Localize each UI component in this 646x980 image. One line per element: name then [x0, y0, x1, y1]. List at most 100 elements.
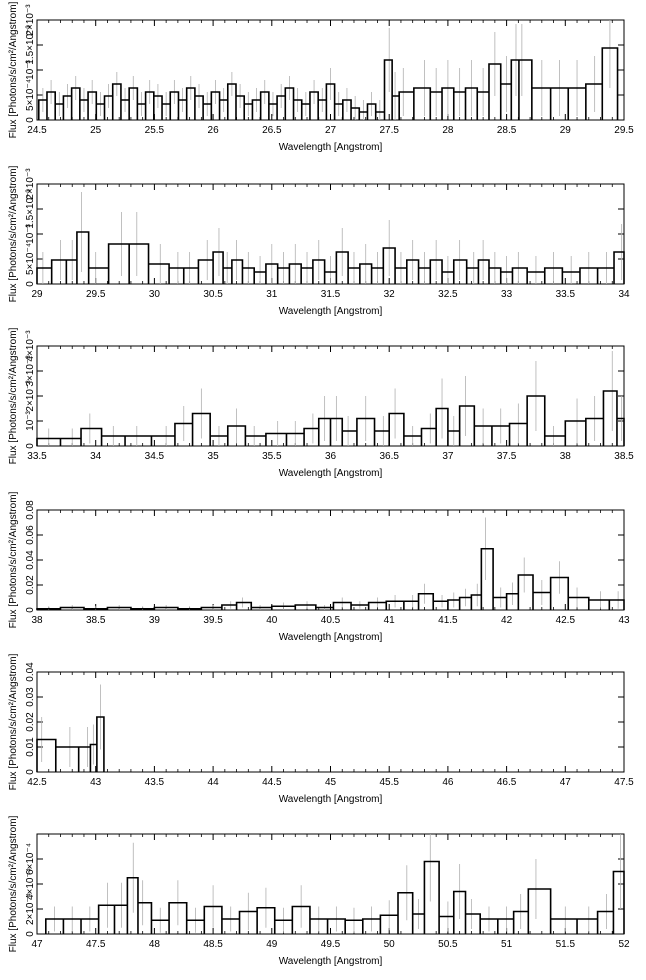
x-tick-label: 26.5 [262, 125, 282, 136]
x-tick-label: 48 [149, 939, 161, 950]
y-axis-label: Flux [Photons/s/cm²/Angstrom] [8, 491, 19, 628]
y-tick-label: 1.5×10⁻³ [25, 25, 36, 65]
y-tick-label: 0 [25, 607, 36, 613]
x-tick-label: 48.5 [203, 939, 223, 950]
x-tick-label: 28.5 [497, 125, 517, 136]
x-axis-label: Wavelength [Angstrom] [279, 142, 383, 153]
x-tick-label: 32.5 [438, 289, 458, 300]
x-tick-label: 46.5 [497, 777, 517, 788]
y-tick-label: 0 [25, 117, 36, 123]
x-tick-label: 28 [442, 125, 454, 136]
y-tick-label: 2×10⁻³ [25, 4, 36, 36]
x-tick-label: 33.5 [27, 451, 47, 462]
x-tick-label: 30.5 [203, 289, 223, 300]
x-tick-label: 30 [149, 289, 161, 300]
x-tick-label: 40.5 [321, 615, 341, 626]
x-tick-label: 38.5 [86, 615, 106, 626]
x-tick-label: 47 [560, 777, 572, 788]
x-tick-label: 31 [266, 289, 278, 300]
x-tick-label: 47.5 [614, 777, 634, 788]
y-tick-label: 2×10⁻⁴ [25, 893, 36, 925]
spectrum-panel-6: 47 47.5 48 48.5 49 49.5 50 50.5 51 51.5 52 0 2×10⁻⁴4… [8, 815, 630, 967]
x-tick-label: 39.5 [203, 615, 223, 626]
x-tick-label: 52 [618, 939, 630, 950]
x-tick-label: 50 [384, 939, 396, 950]
y-tick-label: 0 [25, 769, 36, 775]
y-tick-label: 10⁻³ [25, 59, 36, 79]
y-tick-label: 2×10⁻³ [25, 168, 36, 200]
x-tick-label: 51.5 [556, 939, 576, 950]
x-tick-label: 25 [90, 125, 102, 136]
x-tick-label: 39 [149, 615, 161, 626]
x-tick-label: 35 [208, 451, 220, 462]
spectrum-panel-3: 33.5 34 34.5 35 35.5 36 36.5 37 37.5 38 38.5 0 10⁻³2… [8, 327, 634, 479]
y-tick-label: 0.03 [25, 687, 36, 707]
x-axis-label: Wavelength [Angstrom] [279, 306, 383, 317]
y-tick-label: 0.04 [25, 662, 36, 682]
x-tick-label: 32 [384, 289, 396, 300]
y-axis-label: Flux [Photons/s/cm²/Angstrom] [8, 653, 19, 790]
x-axis-label: Wavelength [Angstrom] [279, 794, 383, 805]
x-tick-label: 43 [618, 615, 630, 626]
y-tick-label: 0 [25, 443, 36, 449]
x-tick-label: 29 [31, 289, 43, 300]
y-tick-label: 10⁻³ [25, 410, 36, 430]
x-tick-label: 29.5 [86, 289, 106, 300]
y-tick-label: 3×10⁻³ [25, 355, 36, 387]
x-tick-label: 27.5 [379, 125, 399, 136]
flux-histogram [45, 860, 625, 934]
y-tick-label: 0.06 [25, 525, 36, 545]
y-tick-label: 0 [25, 931, 36, 937]
y-tick-label: 5×10⁻⁴ [25, 243, 36, 275]
x-tick-label: 46 [442, 777, 454, 788]
x-tick-label: 49 [266, 939, 278, 950]
x-tick-label: 47.5 [86, 939, 106, 950]
plot-frame [36, 671, 625, 773]
flux-histogram [36, 716, 105, 772]
y-tick-label: 4×10⁻³ [25, 330, 36, 362]
x-tick-label: 38.5 [614, 451, 634, 462]
x-tick-label: 41.5 [438, 615, 458, 626]
x-tick-label: 34.5 [145, 451, 165, 462]
flux-histogram [36, 231, 625, 284]
x-tick-label: 49.5 [321, 939, 341, 950]
x-tick-label: 42.5 [556, 615, 576, 626]
spectrum-panel-4: 38 38.5 39 39.5 40 40.5 41 41.5 42 42.5 43 0 0.02 0.0… [8, 491, 630, 643]
x-tick-label: 47 [31, 939, 43, 950]
x-tick-label: 26 [208, 125, 220, 136]
y-tick-label: 10⁻³ [25, 223, 36, 243]
x-tick-label: 25.5 [145, 125, 165, 136]
y-tick-label: 0.08 [25, 500, 36, 520]
x-tick-label: 29.5 [614, 125, 634, 136]
spectrum-panel-1: 24.5 25 25.5 26 26.5 27 27.5 28 28.5 29 29.5 0 5×10⁻… [8, 1, 634, 153]
y-tick-label: 0.04 [25, 550, 36, 570]
y-tick-label: 1.5×10⁻³ [25, 189, 36, 229]
x-tick-label: 44 [208, 777, 220, 788]
x-tick-label: 40 [266, 615, 278, 626]
x-axis-label: Wavelength [Angstrom] [279, 956, 383, 967]
x-tick-label: 38 [560, 451, 572, 462]
y-axis-label: Flux [Photons/s/cm²/Angstrom] [8, 1, 19, 138]
x-tick-label: 45.5 [379, 777, 399, 788]
y-tick-label: 0 [25, 281, 36, 287]
y-tick-label: 4×10⁻⁴ [25, 868, 36, 900]
y-tick-label: 0.02 [25, 712, 36, 732]
x-tick-label: 50.5 [438, 939, 458, 950]
plot-frame [36, 509, 625, 611]
x-tick-label: 34 [90, 451, 102, 462]
x-axis-label: Wavelength [Angstrom] [279, 468, 383, 479]
x-tick-label: 36.5 [379, 451, 399, 462]
x-tick-label: 37.5 [497, 451, 517, 462]
x-tick-label: 45 [325, 777, 337, 788]
x-axis-label: Wavelength [Angstrom] [279, 632, 383, 643]
x-tick-label: 37 [442, 451, 454, 462]
x-tick-label: 42.5 [27, 777, 47, 788]
x-tick-label: 27 [325, 125, 337, 136]
flux-histogram [37, 47, 619, 120]
x-tick-label: 38 [31, 615, 43, 626]
x-tick-label: 43.5 [145, 777, 165, 788]
x-tick-label: 43 [90, 777, 102, 788]
y-axis-label: Flux [Photons/s/cm²/Angstrom] [8, 165, 19, 302]
y-tick-label: 0.02 [25, 575, 36, 595]
